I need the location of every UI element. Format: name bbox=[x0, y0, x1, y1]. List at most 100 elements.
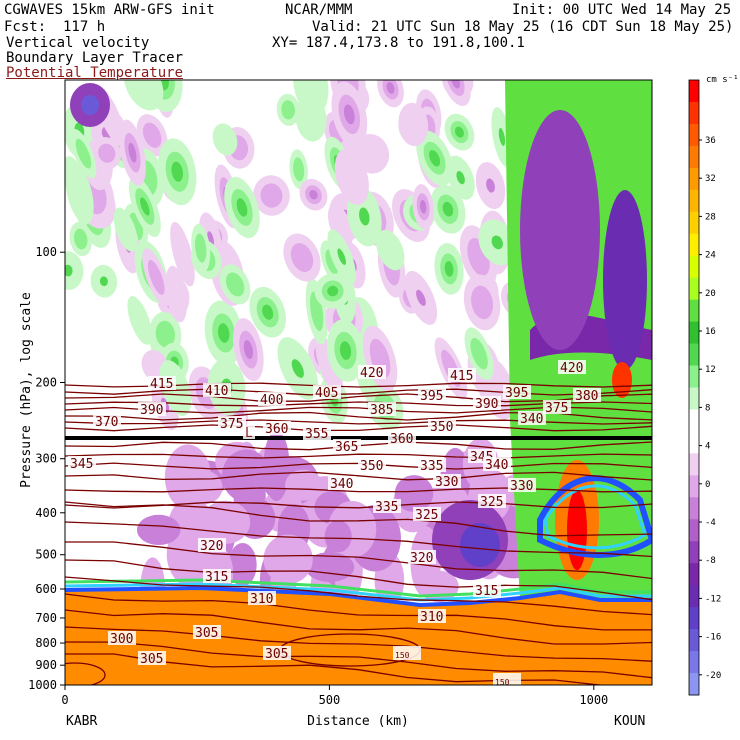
velocity-cell bbox=[285, 469, 323, 501]
theta-label: 340 bbox=[330, 477, 353, 492]
theta-contour bbox=[65, 626, 652, 662]
velocity-cell bbox=[293, 157, 305, 182]
theta-label: 320 bbox=[410, 551, 433, 566]
colorbar-label: 32 bbox=[705, 174, 716, 184]
colorbar-swatch bbox=[689, 189, 699, 213]
theta-label-bg bbox=[518, 411, 546, 425]
theta-contour bbox=[65, 521, 652, 558]
theta-label: 315 bbox=[475, 584, 498, 599]
velocity-cell bbox=[228, 542, 257, 587]
theta-label: 310 bbox=[250, 592, 273, 607]
theta-label-bg bbox=[198, 538, 226, 552]
velocity-cell bbox=[339, 341, 352, 360]
theta-label-bg bbox=[313, 385, 341, 399]
theta-contour bbox=[65, 559, 652, 601]
x-tick-label: 1000 bbox=[579, 693, 608, 707]
theta-label-bg bbox=[418, 388, 446, 402]
velocity-cell bbox=[217, 323, 230, 343]
velocity-cell bbox=[171, 161, 183, 182]
x-tick-label: 0 bbox=[61, 693, 68, 707]
velocity-cell bbox=[442, 201, 454, 217]
theta-label-bg bbox=[428, 419, 456, 433]
colorbar: 36 32 28 24 20 16 12 8 4 0 -4 -8 -12 -16 -20 bbox=[688, 79, 721, 696]
theta-label-bg bbox=[483, 457, 511, 471]
theta-contour bbox=[65, 453, 652, 459]
y-tick-label: 300 bbox=[35, 452, 57, 466]
theta-label: 305 bbox=[195, 626, 218, 641]
theta-label-bg bbox=[203, 383, 231, 397]
y-tick-label: 500 bbox=[35, 548, 57, 562]
theta-label: 395 bbox=[420, 389, 443, 404]
theta-label: 415 bbox=[150, 377, 173, 392]
velocity-cell bbox=[398, 102, 429, 147]
theta-label-bg bbox=[248, 591, 276, 605]
colorbar-swatch bbox=[689, 343, 699, 367]
theta-contour bbox=[65, 662, 106, 685]
y-tick-label: 1000 bbox=[28, 678, 57, 692]
colorbar-label: 24 bbox=[705, 251, 716, 261]
velocity-cell bbox=[75, 138, 92, 169]
theta-label-bg bbox=[203, 569, 231, 583]
theta-label: 340 bbox=[485, 458, 508, 473]
theta-label: 375 bbox=[545, 401, 568, 416]
theta-label-bg bbox=[543, 400, 571, 414]
velocity-cell bbox=[444, 261, 454, 277]
theta-label: 360 bbox=[265, 422, 288, 437]
velocity-cell bbox=[386, 82, 395, 94]
x-axis: 0 500 1000 bbox=[61, 685, 608, 707]
theta-label-bg bbox=[303, 426, 331, 440]
velocity-cell bbox=[262, 304, 274, 320]
velocity-cell bbox=[81, 95, 99, 115]
theta-label-bg bbox=[258, 392, 286, 406]
colorbar-swatch bbox=[689, 497, 699, 520]
colorbar-label: 12 bbox=[705, 365, 716, 375]
theta-label-bg bbox=[393, 646, 421, 660]
forecast-hour: Fcst: 117 h bbox=[4, 19, 106, 35]
velocity-cell bbox=[471, 285, 494, 320]
velocity-cell bbox=[456, 171, 465, 185]
theta-label-bg bbox=[413, 507, 441, 521]
velocity-cell bbox=[491, 235, 503, 250]
colorbar-label: 28 bbox=[705, 212, 716, 222]
y-tick-label: 600 bbox=[35, 582, 57, 596]
colorbar-swatch bbox=[689, 431, 699, 454]
theta-label-bg bbox=[193, 625, 221, 639]
colorbar-swatch bbox=[689, 321, 699, 345]
velocity-cell bbox=[165, 265, 188, 323]
theta-label-bg bbox=[358, 458, 386, 472]
y-axis: 100 200 300 400 500 600 700 800 900 1000 bbox=[28, 245, 65, 692]
theta-label-bg bbox=[478, 494, 506, 508]
velocity-cell bbox=[293, 80, 329, 116]
theta-contour bbox=[65, 576, 652, 616]
theta-label: 310 bbox=[420, 610, 443, 625]
colorbar-label: -4 bbox=[705, 518, 716, 528]
theta-label-bg bbox=[473, 583, 501, 597]
colorbar-label: 20 bbox=[705, 289, 716, 299]
theta-label: 380 bbox=[575, 389, 598, 404]
theta-contour bbox=[65, 424, 652, 432]
theta-label-bg bbox=[138, 651, 166, 665]
theta-label-bg bbox=[573, 388, 601, 402]
colorbar-swatch bbox=[689, 453, 699, 476]
theta-label: 405 bbox=[315, 386, 338, 401]
theta-label: 305 bbox=[140, 652, 163, 667]
y-tick-label: 200 bbox=[35, 376, 57, 390]
colorbar-swatch bbox=[689, 167, 699, 191]
colorbar-label: -8 bbox=[705, 556, 716, 566]
velocity-cell bbox=[65, 162, 94, 225]
velocity-cell bbox=[394, 475, 434, 513]
theta-label: 365 bbox=[335, 440, 358, 455]
velocity-cell bbox=[454, 126, 464, 138]
velocity-cell bbox=[486, 178, 495, 193]
velocity-cell bbox=[291, 359, 304, 378]
velocity-cell bbox=[315, 334, 343, 396]
colorbar-swatch bbox=[689, 409, 699, 432]
station-left-label: KABR bbox=[66, 714, 97, 729]
theta-label: 420 bbox=[360, 366, 383, 381]
theta-label-bg bbox=[138, 402, 166, 416]
field-boundary-layer: Boundary Layer Tracer bbox=[6, 50, 184, 66]
theta-contour bbox=[65, 419, 652, 425]
theta-contour bbox=[65, 609, 652, 645]
